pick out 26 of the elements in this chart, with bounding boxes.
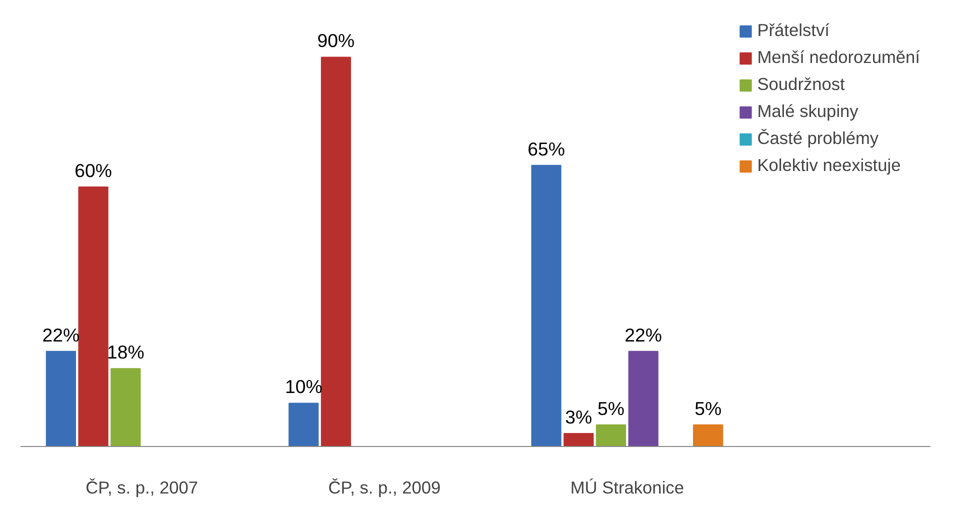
legend-label: Časté problémy — [757, 128, 879, 149]
legend-label: Kolektiv neexistuje — [757, 155, 901, 176]
bar — [288, 402, 319, 446]
data-label: 3% — [565, 406, 592, 428]
x-tick-label: ČP, s. p., 2007 — [86, 478, 198, 498]
legend-label: Malé skupiny — [757, 101, 858, 122]
bar — [46, 350, 76, 446]
bar — [110, 368, 141, 446]
bar — [531, 164, 562, 446]
bar — [596, 424, 626, 446]
data-label: 5% — [598, 398, 624, 419]
legend-label: Přátelství — [757, 20, 830, 41]
legend-label: Menší nedorozumění — [757, 47, 920, 68]
bar — [628, 350, 658, 446]
data-label: 90% — [317, 30, 355, 52]
x-tick-label: MÚ Strakonice — [570, 478, 684, 498]
bar — [320, 56, 352, 446]
data-label: 65% — [528, 138, 565, 160]
data-label: 22% — [624, 324, 662, 346]
bar — [692, 424, 724, 446]
legend-label: Soudržnost — [757, 74, 845, 95]
data-label: 5% — [694, 398, 722, 419]
data-label: 60% — [74, 160, 112, 181]
bar — [564, 433, 594, 446]
bar — [78, 186, 108, 446]
x-tick-label: ČP, s. p., 2009 — [328, 478, 441, 498]
